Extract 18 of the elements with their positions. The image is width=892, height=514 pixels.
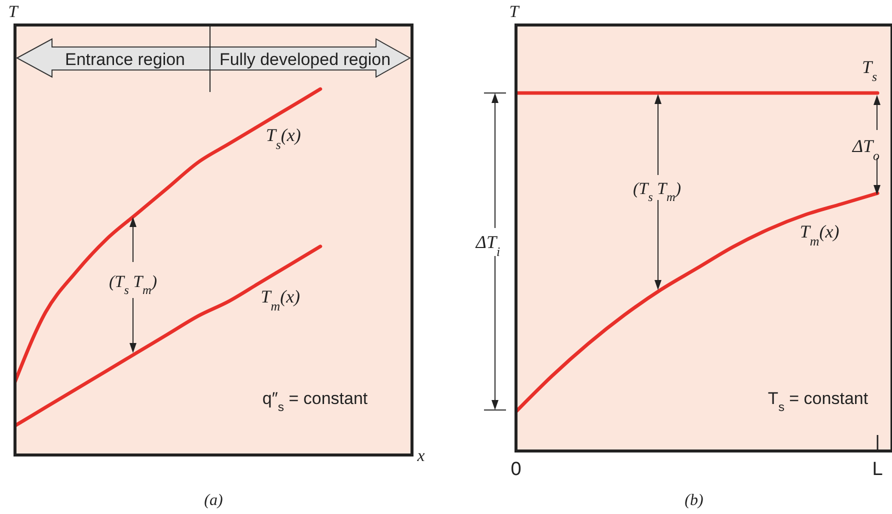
annotation: q″$_{s}$ = constant [262,389,368,414]
text: ΔT$_{i}$ [474,232,500,258]
series-label: T$_{m}$(x) [260,286,300,313]
y-axis-title: T [509,2,520,21]
series-label: T$_{s}$(x) [266,125,301,152]
annotation: (T$_{s}$ T$_{m}$) [632,179,682,204]
x-tick-label: 0 [510,459,522,480]
y-axis-title: T [8,2,20,21]
annotation: (T$_{s}$ T$_{m}$) [108,272,158,297]
series-label: T$_{s}$ [862,57,878,84]
text: Fully developed region [219,50,391,69]
text: Entrance region [64,50,186,69]
text: (b) [684,492,704,509]
x-tick-label: L [872,459,883,480]
series-label: T$_{m}$(x) [800,221,840,248]
annotation: T$_{s}$ = constant [768,389,868,414]
x-axis-title: x [416,446,426,465]
text: (a) [204,492,223,509]
